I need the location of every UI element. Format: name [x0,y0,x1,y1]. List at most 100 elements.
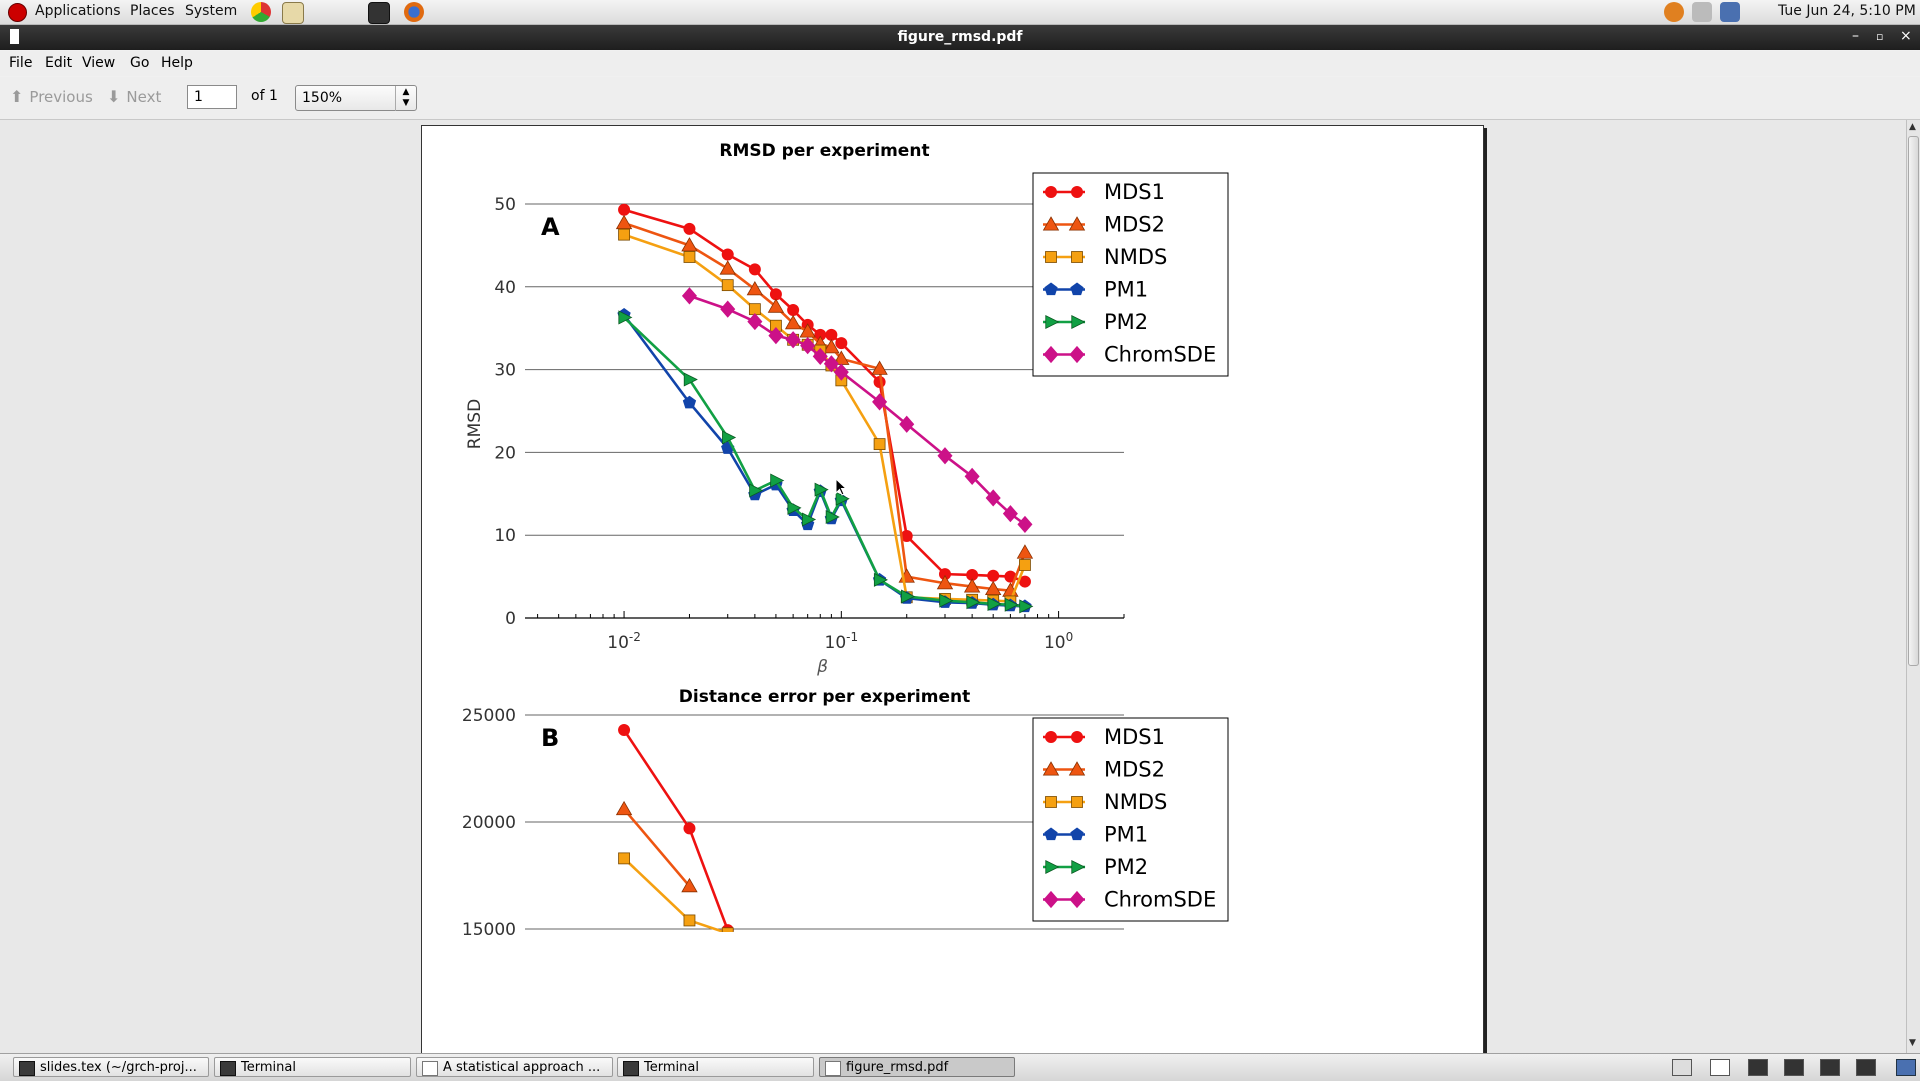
scroll-up-icon[interactable]: ▲ [1909,122,1916,132]
x-tick-label: 100 [1044,630,1073,653]
legend-marker [1069,890,1085,909]
menu-help[interactable]: Help [161,55,193,71]
legend-label: MDS1 [1104,180,1165,204]
data-point-chromsde [720,300,736,318]
data-point-mds2 [784,314,802,330]
data-point-pm2 [987,596,1002,611]
y-tick-label: 40 [494,278,516,298]
workspace-chrome-icon[interactable] [1672,1059,1692,1076]
legend-label: ChromSDE [1104,888,1216,912]
data-point-chromsde [785,331,801,349]
task-label: Terminal [644,1060,699,1075]
firefox-launcher-icon[interactable] [404,2,424,22]
legend-label: PM2 [1104,310,1148,334]
maximize-icon[interactable]: ▫ [1876,30,1884,43]
top-panel: Applications Places System Tue Jun 24, 5… [0,0,1920,25]
menu-edit[interactable]: Edit [45,55,73,71]
data-point-chromsde [681,287,697,305]
legend-marker [1070,827,1084,841]
y-tick-label: 30 [494,361,516,381]
spin-arrows-icon[interactable]: ▲ ▼ [395,86,416,111]
window-menu-icon[interactable] [10,29,19,44]
data-point-pm2 [722,430,737,445]
task-label: figure_rmsd.pdf [846,1060,949,1075]
legend-marker [1045,731,1057,743]
notes-launcher-icon[interactable] [282,2,304,24]
workspace-terminal-icon[interactable] [1748,1059,1768,1076]
data-point-pm2 [1019,599,1034,614]
document-view[interactable]: RMSD per experiment A 0 10 20 30 40 50 10-2 10-1 1… [0,120,1906,1067]
minimize-icon[interactable]: – [1852,28,1859,44]
distro-logo-icon[interactable] [8,3,27,22]
legend-marker [1045,251,1057,263]
workspace-terminal-icon[interactable] [1856,1059,1876,1076]
menu-go[interactable]: Go [130,55,150,71]
data-point-nmds [721,279,734,292]
update-notifier-icon[interactable] [1664,2,1684,22]
data-point-chromsde [833,363,849,381]
vertical-scrollbar[interactable]: ▲ ▼ [1906,120,1920,1053]
data-point-pm2 [749,483,764,498]
y-tick-label: 25000 [462,706,516,726]
data-point-nmds [683,251,696,263]
scroll-thumb[interactable] [1908,136,1919,666]
data-point-chromsde [800,336,816,355]
toolbar: ⬆ Previous ⬇ Next 1 of 1 150% ▲ ▼ [0,77,1920,120]
legend-marker [1045,859,1060,875]
workspace-terminal-icon[interactable] [1820,1059,1840,1076]
arrow-down-icon: ⬇ [107,87,121,106]
close-icon[interactable]: × [1900,28,1912,44]
volume-icon[interactable] [1692,2,1712,22]
data-point-chromsde [937,447,953,465]
task-figure-rmsd[interactable]: figure_rmsd.pdf [819,1057,1015,1077]
legend-marker [1071,731,1083,743]
data-point-mds2 [615,800,633,816]
clock[interactable]: Tue Jun 24, 5:10 PM [1778,3,1916,19]
y-axis-label: RMSD [465,399,485,449]
previous-button[interactable]: ⬆ Previous [10,87,93,106]
applications-menu[interactable]: Applications [35,3,121,19]
data-point-mds1 [769,288,782,301]
data-point-mds1 [787,303,800,316]
data-point-pm2 [802,512,817,527]
zoom-select[interactable]: 150% ▲ ▼ [295,85,417,111]
show-desktop-icon[interactable] [1896,1059,1916,1076]
data-point-pm2 [618,310,633,325]
data-point-mds1 [618,723,631,736]
next-button[interactable]: ⬇ Next [107,87,161,106]
data-point-chromsde [872,393,888,411]
terminal-icon [623,1061,639,1076]
menu-file[interactable]: File [9,55,33,71]
window-titlebar[interactable]: figure_rmsd.pdf – ▫ × [0,25,1920,50]
task-terminal-1[interactable]: Terminal [214,1057,411,1077]
legend-label: PM2 [1104,855,1148,879]
chrome-launcher-icon[interactable] [251,2,271,22]
workspace-terminal-icon[interactable] [1784,1059,1804,1076]
chart-panel-A: RMSD per experiment A 0 10 20 30 40 50 10-2 10-1 1… [465,141,1229,677]
document-icon [422,1061,438,1076]
scroll-down-icon[interactable]: ▼ [1909,1038,1916,1048]
data-point-pm2 [966,595,981,610]
legend-label: NMDS [1104,790,1167,814]
data-point-nmds [1019,559,1031,571]
data-point-mds2 [963,578,981,593]
data-point-chromsde [899,415,915,433]
terminal-launcher-icon[interactable] [368,2,390,24]
legend: MDS1 MDS2 NMDS PM1 PM2 ChromSDE [1032,717,1229,922]
data-point-chromsde [1017,515,1033,534]
workspace-doc-icon[interactable] [1710,1059,1730,1076]
data-point-pm2 [873,572,888,587]
page-count: of 1 [251,88,278,104]
places-menu[interactable]: Places [130,3,175,19]
legend-marker [1042,216,1060,231]
menu-view[interactable]: View [82,55,116,71]
page-number-input[interactable]: 1 [187,85,237,109]
task-statistical-approach[interactable]: A statistical approach ... [416,1057,613,1077]
network-icon[interactable] [1720,2,1740,22]
data-point-mds2 [719,260,736,275]
task-terminal-2[interactable]: Terminal [617,1057,814,1077]
data-point-mds1 [987,569,1000,582]
system-menu[interactable]: System [185,3,238,19]
task-slides[interactable]: slides.tex (~/grch-proj... [13,1057,209,1077]
legend-box [1032,717,1229,922]
